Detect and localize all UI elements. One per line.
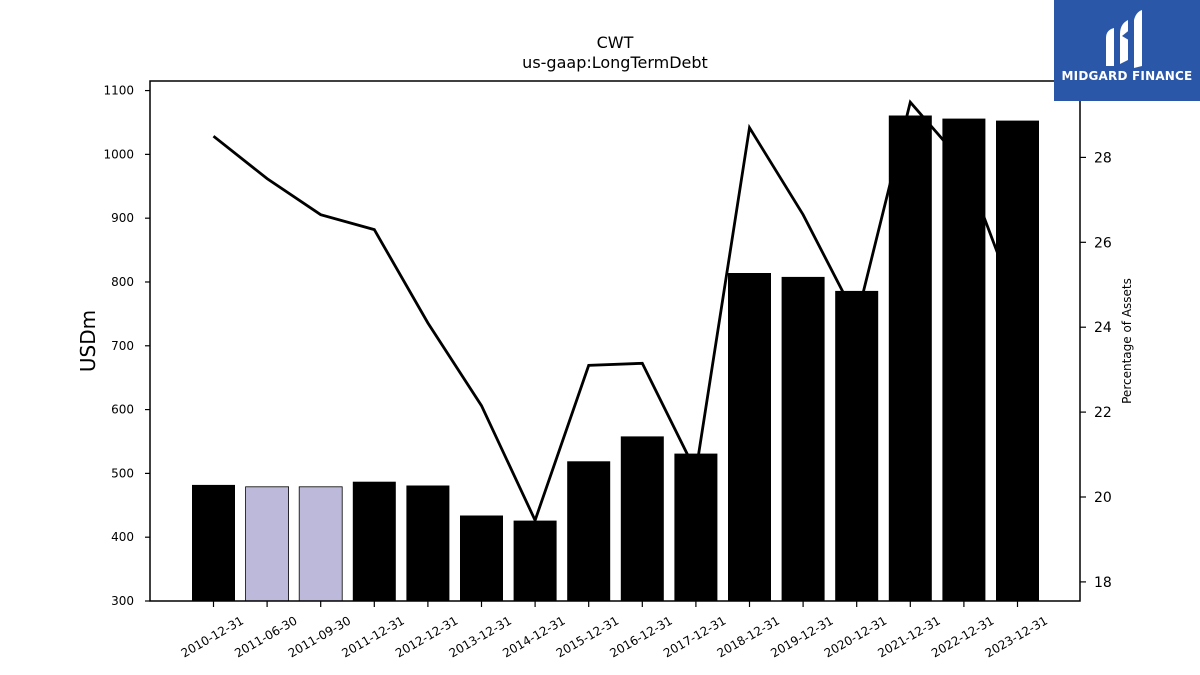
y-tick-label: 1000 xyxy=(103,147,134,161)
bar xyxy=(192,484,235,601)
bar xyxy=(298,486,343,602)
midgard-logo-icon xyxy=(1106,10,1142,68)
chart-title: CWT xyxy=(597,33,634,52)
bar xyxy=(513,520,557,601)
bar xyxy=(406,485,450,601)
y2-tick-label: 20 xyxy=(1094,490,1112,506)
y-tick-label: 700 xyxy=(111,339,134,353)
chart-subtitle: us-gaap:LongTermDebt xyxy=(522,53,708,72)
plot-frame xyxy=(149,80,1081,602)
bar xyxy=(996,120,1039,601)
logo-text: MIDGARD FINANCE xyxy=(1061,69,1193,83)
bar xyxy=(352,481,396,601)
bar xyxy=(835,290,879,601)
y2-tick-label: 22 xyxy=(1094,405,1112,421)
y2-tick-label: 26 xyxy=(1094,235,1112,251)
bar xyxy=(888,115,932,601)
y-axis-label: USDm xyxy=(76,310,100,372)
axes: 300 400 500 600 700 800 900 1000 1100 18 20 22 24 26 2… xyxy=(103,80,1112,660)
y-tick-label: 500 xyxy=(111,466,134,480)
y2-tick-label: 18 xyxy=(1094,575,1112,591)
y2-tick-label: 28 xyxy=(1094,150,1112,166)
y-tick-label: 800 xyxy=(111,275,134,289)
bar xyxy=(781,276,825,601)
y2-tick-label: 24 xyxy=(1094,320,1112,336)
y-tick-label: 300 xyxy=(111,594,134,608)
y-tick-label: 400 xyxy=(111,530,134,544)
bar xyxy=(245,486,290,602)
bar xyxy=(942,118,986,601)
y2-axis-label: Percentage of Assets xyxy=(1120,278,1134,404)
bar xyxy=(567,461,611,601)
bar xyxy=(620,436,664,601)
bar xyxy=(460,515,503,601)
y-tick-label: 1100 xyxy=(103,84,134,98)
bar xyxy=(728,273,771,601)
bar xyxy=(674,453,718,601)
y-tick-label: 600 xyxy=(111,403,134,417)
y-tick-label: 900 xyxy=(111,211,134,225)
midgard-logo: MIDGARD FINANCE xyxy=(1054,0,1200,101)
series-line xyxy=(212,99,1019,525)
bar-series xyxy=(192,115,1039,602)
line-series xyxy=(212,99,1019,525)
